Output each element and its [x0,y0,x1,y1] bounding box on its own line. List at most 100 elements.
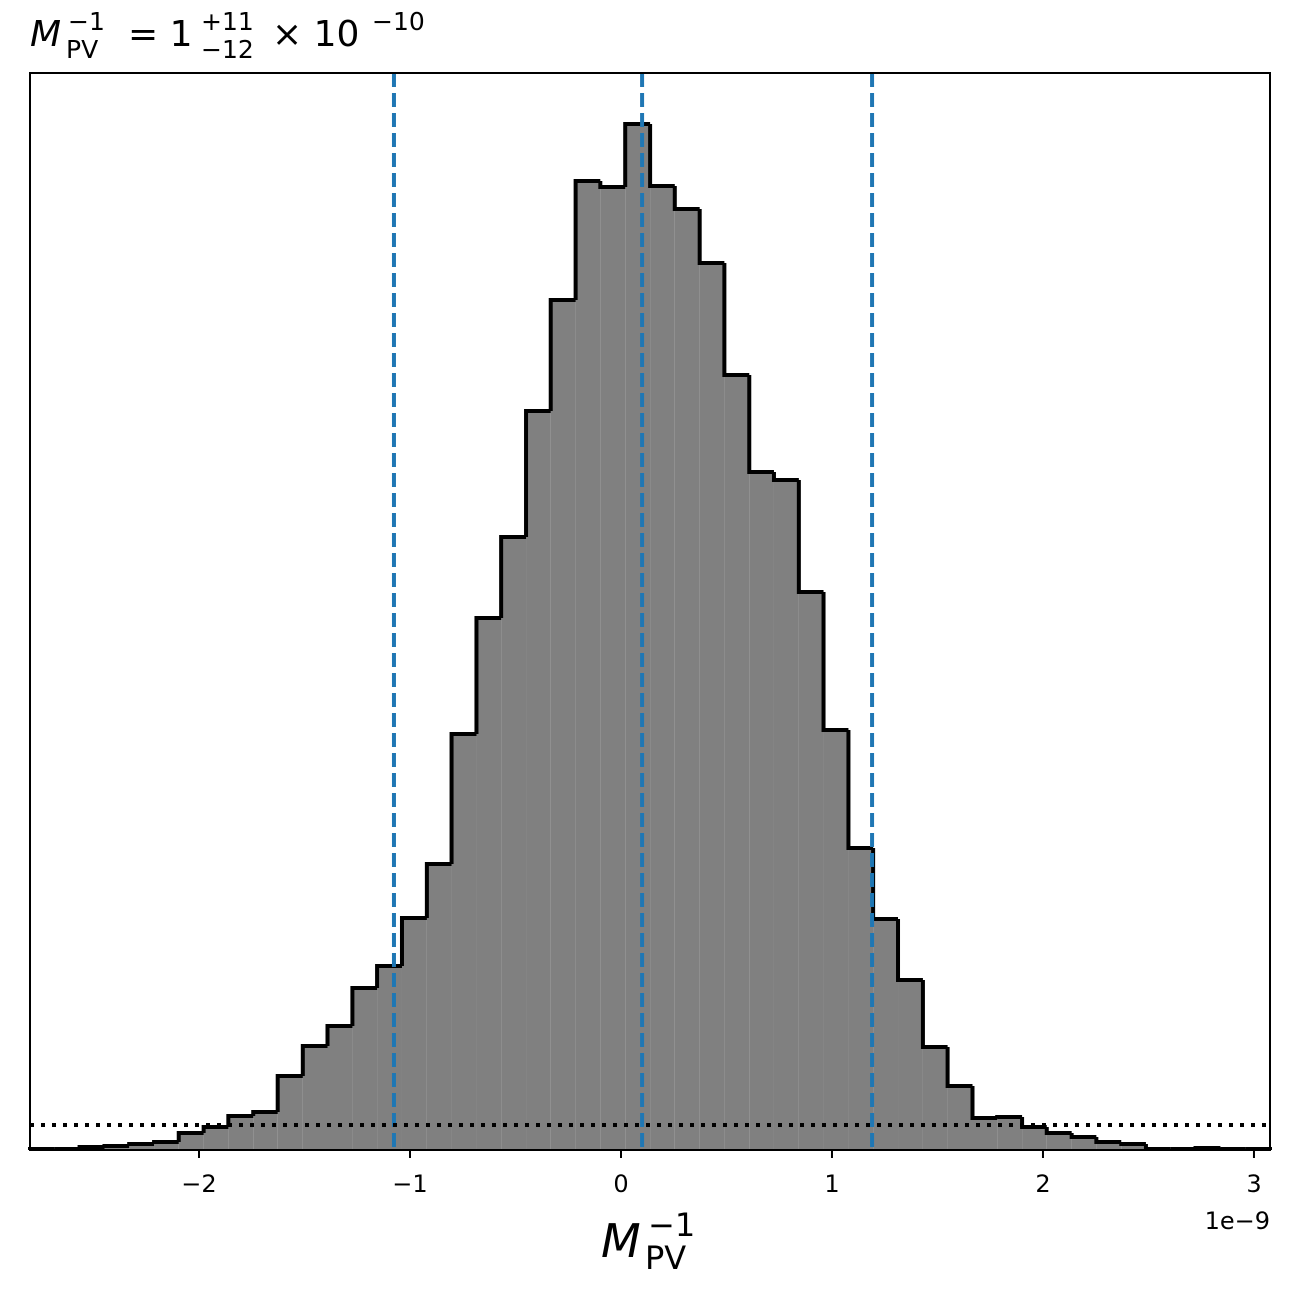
bar [848,848,874,1150]
bar [476,618,502,1150]
title-symbol: M [30,14,61,55]
bar-outline [995,1115,1023,1119]
title-sub: PV [66,35,98,64]
bar [1071,1137,1097,1150]
bar-outline [251,1110,278,1116]
bar [1096,1142,1122,1150]
bar [625,124,651,1150]
bar-outline [672,186,700,211]
bar-outline [722,263,750,377]
bar [650,186,675,1150]
bar-outline [1044,1127,1072,1135]
x-tick-label: 0 [613,1170,628,1198]
bar-outline [350,986,378,1026]
bar-outline [896,919,923,982]
bar [302,1046,328,1150]
bar-outline [573,179,601,300]
bar [823,730,849,1150]
bar-outline [474,616,502,734]
x-label-symbol: M [601,1214,641,1268]
x-offset-label: 1e−9 [1205,1207,1270,1235]
bar-outline [1218,1147,1246,1151]
bar [377,966,402,1150]
bar-outline [846,730,874,850]
title-equals: = 1 [128,14,193,55]
bar-outline [1094,1137,1122,1144]
bar [501,537,527,1150]
x-tick-label: 3 [1246,1170,1261,1198]
bar [922,1047,948,1150]
title: M PV −1 = 1 +11 −12 × 10 −10 [30,7,425,64]
plot-frame [29,72,1271,1151]
title-times: × 10 [272,14,359,55]
bar [749,472,774,1150]
bar [253,1112,278,1150]
bar-outline [970,1086,998,1120]
x-tick-label: −1 [392,1170,427,1198]
bar [228,1116,254,1150]
bar [154,1142,179,1150]
bar-outline [920,980,948,1049]
bar-outline [1193,1146,1221,1150]
bar [277,1076,303,1150]
bar [873,919,899,1150]
title-upper: +11 [201,7,254,36]
x-tick-label: −2 [181,1170,216,1198]
bar [327,1026,353,1150]
bar-outline [771,472,799,482]
bar [451,734,477,1150]
bar-outline [300,1044,328,1076]
bar-outline [152,1140,179,1144]
bar-outline [449,732,477,864]
bar [947,1086,973,1150]
bar-outline [871,848,899,921]
bar-outline [945,1047,973,1088]
bar-outline [325,1024,353,1046]
bar [798,592,824,1150]
bar-outline [648,124,675,188]
bar-outline [399,916,427,966]
bar [674,209,700,1150]
bar-outline [821,592,849,732]
bar [600,187,626,1150]
bar-outline [1069,1133,1097,1139]
x-label-sup: −1 [648,1206,695,1244]
bar-outline [548,298,576,411]
bar [699,263,725,1150]
bar-outline [747,375,774,474]
x-tick-label: 2 [1035,1170,1050,1198]
bar-outline [77,1145,105,1149]
bar [550,300,576,1150]
bar [773,480,799,1150]
bar [898,980,923,1150]
bar [997,1117,1023,1150]
bar [526,411,551,1150]
bar [203,1127,229,1150]
bar-outline [176,1131,204,1142]
bar [575,181,601,1150]
bar-outline [424,862,452,918]
bar-outline [102,1144,130,1148]
x-tick-label: 1 [824,1170,839,1198]
bar [972,1118,998,1150]
bar [724,375,750,1150]
title-sup: −1 [68,7,105,36]
title-lower: −12 [201,35,254,64]
bar-outline [598,181,626,189]
bar-outline [499,535,527,618]
bar-outline [1119,1142,1146,1146]
bar-outline [127,1142,155,1146]
bar-outline [1143,1144,1171,1151]
x-label: M PV −1 [601,1206,695,1277]
bar [401,918,427,1150]
bar-outline [275,1074,303,1112]
title-exponent: −10 [372,7,425,36]
bar-outline [524,409,551,537]
x-label-sub: PV [645,1239,686,1277]
bar [1121,1144,1146,1150]
bar-outline [697,209,725,265]
bar-outline [796,480,824,594]
bar [178,1133,204,1150]
